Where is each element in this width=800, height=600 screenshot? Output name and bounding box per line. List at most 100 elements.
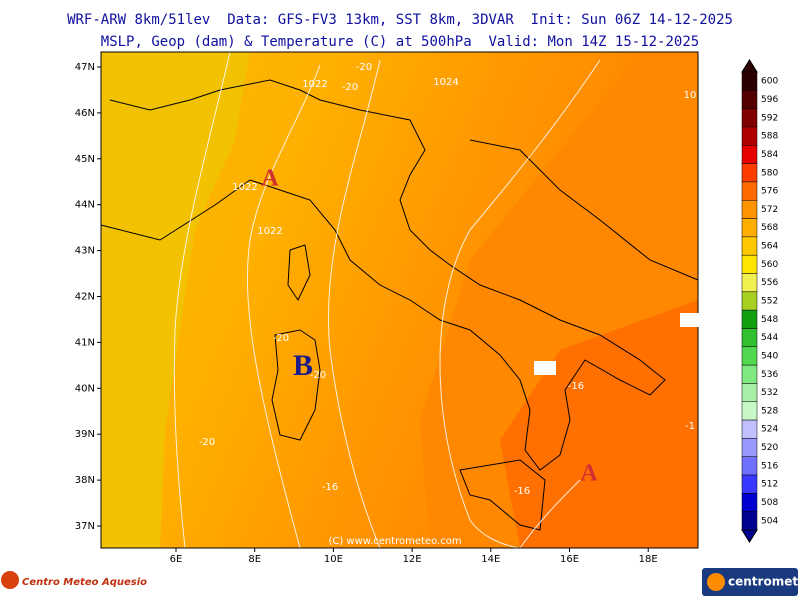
- contour-label: -20: [199, 437, 215, 448]
- colorbar-label: 600: [761, 77, 778, 87]
- colorbar-swatch: [741, 383, 758, 403]
- lat-label: 40N: [75, 383, 95, 394]
- coastlines: [100, 79, 699, 531]
- colorbar-swatch: [741, 493, 758, 512]
- contour-label: 1022: [302, 79, 327, 90]
- label-box: [534, 361, 556, 375]
- pressure-center: B: [293, 349, 313, 382]
- colorbar-swatch: [741, 145, 758, 164]
- colorbar-label: 572: [761, 205, 778, 215]
- colorbar-label: 520: [761, 443, 778, 453]
- colorbar-label: 540: [761, 351, 778, 361]
- lat-label: 45N: [75, 154, 95, 165]
- colorbar-swatch: [741, 108, 758, 128]
- colorbar-label: 528: [761, 406, 778, 416]
- map: [100, 51, 699, 549]
- copyright: (C) www.centrometeo.com: [328, 536, 461, 547]
- colorbar-swatch: [741, 218, 758, 238]
- left-logo: Centro Meteo Aquesio: [22, 577, 147, 588]
- contour-label: -20: [342, 82, 358, 93]
- colorbar-label: 524: [761, 425, 778, 435]
- field-band: [101, 52, 250, 548]
- lat-label: 37N: [75, 521, 95, 532]
- colorbar-label: 564: [761, 242, 778, 252]
- lon-label: 14E: [481, 554, 500, 565]
- lat-label: 44N: [75, 200, 95, 211]
- colorbar-swatch: [741, 456, 758, 476]
- colorbar-arrow: [741, 59, 758, 73]
- lon-label: 6E: [170, 554, 183, 565]
- header-line: WRF-ARW 8km/51lev Data: GFS-FV3 13km, SS…: [67, 12, 733, 28]
- contour-label: 1022: [257, 226, 282, 237]
- lat-label: 42N: [75, 292, 95, 303]
- right-logo: centrometeo: [728, 575, 800, 589]
- contour-label: -1: [685, 421, 695, 432]
- lon-label: 8E: [248, 554, 261, 565]
- contours: [173, 51, 601, 549]
- lat-label: 43N: [75, 246, 95, 257]
- contour-label: -16: [322, 482, 338, 493]
- footer: Centro Meteo Aquesio centrometeo: [1, 568, 800, 596]
- colorbar-arrow: [741, 529, 758, 543]
- colorbar-swatch: [741, 71, 758, 91]
- colorbar-swatch: [741, 291, 758, 311]
- colorbar-swatch: [741, 328, 758, 348]
- colorbar-swatch: [741, 273, 758, 293]
- colorbar-swatch: [741, 364, 758, 384]
- colorbar: 600 596 592 588 584 580 576 572 568 564 560 556 552 5…: [741, 59, 778, 543]
- colorbar-label: 576: [761, 187, 778, 197]
- colorbar-label: 588: [761, 132, 778, 142]
- colorbar-swatch: [741, 181, 758, 201]
- lon-label: 18E: [639, 554, 658, 565]
- colorbar-swatch: [741, 126, 758, 146]
- contour-label: 1024: [433, 77, 458, 88]
- colorbar-label: 584: [761, 150, 778, 160]
- logo-icon: [707, 573, 725, 591]
- colorbar-label: 536: [761, 370, 778, 380]
- colorbar-swatch: [741, 346, 758, 366]
- colorbar-label: 568: [761, 223, 778, 233]
- colorbar-swatch: [741, 163, 758, 183]
- colorbar-swatch: [741, 401, 758, 421]
- colorbar-swatch: [741, 474, 758, 494]
- contour-label: 57: [685, 315, 698, 326]
- lat-label: 41N: [75, 337, 95, 348]
- field-band: [500, 300, 698, 548]
- colorbar-swatch: [741, 254, 758, 274]
- colorbar-swatch: [741, 236, 758, 256]
- contour-label: -20: [356, 62, 372, 73]
- colorbar-label: 512: [761, 480, 778, 490]
- lat-label: 38N: [75, 475, 95, 486]
- logo-icon: [1, 571, 19, 589]
- lon-label: 10E: [324, 554, 343, 565]
- logo-box: [702, 568, 798, 596]
- contour-label: -20: [273, 333, 289, 344]
- colorbar-label: 580: [761, 168, 778, 178]
- colorbar-label: 516: [761, 461, 778, 471]
- label-box: [680, 313, 702, 327]
- lon-label: 16E: [560, 554, 579, 565]
- colorbar-label: 532: [761, 388, 778, 398]
- colorbar-label: 560: [761, 260, 778, 270]
- lat-label: 47N: [75, 62, 95, 73]
- contour-label: 1022: [232, 182, 257, 193]
- contour-label: -20: [310, 370, 326, 381]
- colorbar-label: 504: [761, 516, 778, 526]
- contour-label: -16: [514, 486, 530, 497]
- colorbar-swatch: [741, 511, 758, 531]
- colorbar-label: 508: [761, 498, 778, 508]
- contour-label: 576: [535, 363, 554, 374]
- contour-label: -16: [568, 381, 584, 392]
- pressure-center: A: [580, 461, 598, 487]
- colorbar-label: 592: [761, 113, 778, 123]
- lat-label: 46N: [75, 108, 95, 119]
- colorbar-swatch: [741, 309, 758, 329]
- colorbar-label: 596: [761, 95, 778, 105]
- pressure-center: A: [261, 166, 279, 192]
- colorbar-swatch: [741, 90, 758, 109]
- lon-label: 12E: [403, 554, 422, 565]
- map-frame: [100, 51, 699, 549]
- colorbar-label: 552: [761, 297, 778, 307]
- lat-label: 39N: [75, 429, 95, 440]
